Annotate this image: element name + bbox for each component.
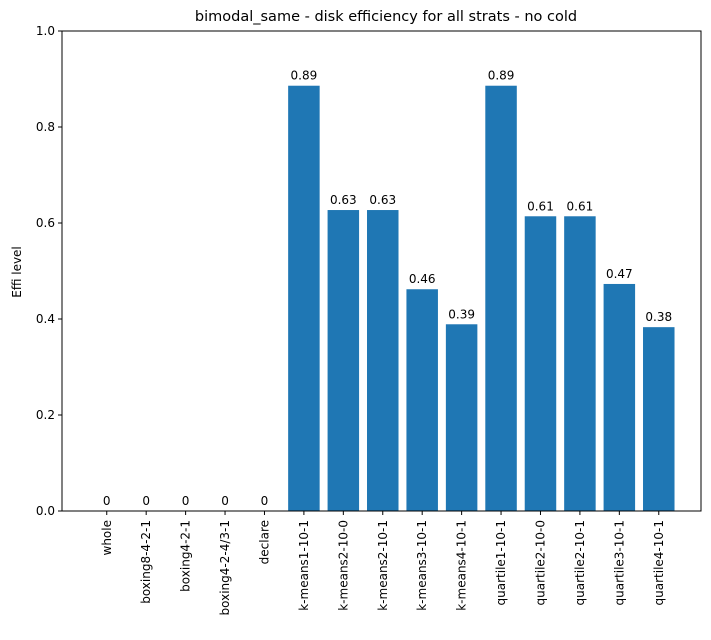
x-axis-ticks: whole boxing8-4-2-1 boxing4-2-1 boxing4-2-4… <box>100 511 666 615</box>
bar-9 <box>445 324 478 511</box>
x-tick-label: boxing4-2-4/3-1 <box>218 520 232 615</box>
y-axis-label: Effi level <box>10 246 24 298</box>
y-axis-ticks: 0.0 0.2 0.4 0.6 0.8 1.0 <box>36 24 62 518</box>
bar-value-label: 0.39 <box>448 307 475 321</box>
bar-value-label: 0 <box>103 494 111 508</box>
bar-value-label: 0.46 <box>409 272 436 286</box>
bar-12 <box>564 216 596 511</box>
bar-7 <box>367 210 399 512</box>
y-tick-label: 1.0 <box>36 24 55 38</box>
x-tick-label: boxing4-2-1 <box>179 520 193 592</box>
bar-value-label: 0.63 <box>369 193 396 207</box>
x-tick-label: k-means3-10-1 <box>415 520 429 611</box>
chart-title: bimodal_same - disk efficiency for all s… <box>195 9 577 25</box>
x-tick-label: quartile2-10-0 <box>533 520 547 605</box>
plot-frame <box>61 30 702 512</box>
x-tick-label: boxing8-4-2-1 <box>139 520 153 604</box>
bar-value-label: 0.89 <box>291 69 318 83</box>
bar-value-label: 0 <box>182 494 190 508</box>
bars-group <box>288 85 675 512</box>
x-tick-label: k-means1-10-1 <box>297 520 311 611</box>
x-tick-label: quartile1-10-1 <box>494 520 508 605</box>
y-tick-label: 0.2 <box>36 408 55 422</box>
y-tick-label: 0.0 <box>36 504 55 518</box>
x-tick-label: quartile2-10-1 <box>573 520 587 605</box>
x-tick-label: k-means4-10-1 <box>455 520 469 611</box>
bar-value-label: 0.38 <box>645 310 672 324</box>
bar-5 <box>288 85 320 511</box>
bar-14 <box>643 327 675 511</box>
y-tick-label: 0.6 <box>36 216 55 230</box>
bar-value-label: 0.47 <box>606 267 633 281</box>
bar-labels-group: 0 0 0 0 0 0.89 0.63 0.63 0.46 0.39 0.89 0.61 0.61 0.4… <box>103 69 672 508</box>
x-tick-label: declare <box>257 520 271 564</box>
bar-value-label: 0.63 <box>330 193 357 207</box>
bar-value-label: 0 <box>261 494 269 508</box>
x-tick-label: k-means2-10-1 <box>376 520 390 611</box>
bar-10 <box>485 85 517 511</box>
x-tick-label: whole <box>100 520 114 555</box>
x-tick-label: k-means2-10-0 <box>336 520 350 611</box>
bar-value-label: 0.61 <box>527 199 554 213</box>
bar-11 <box>524 216 557 511</box>
x-tick-label: quartile4-10-1 <box>652 520 666 605</box>
bar-6 <box>327 210 360 512</box>
bar-value-label: 0.61 <box>567 199 594 213</box>
y-tick-label: 0.8 <box>36 120 55 134</box>
bar-8 <box>406 289 438 511</box>
bar-value-label: 0 <box>221 494 229 508</box>
x-tick-label: quartile3-10-1 <box>612 520 626 605</box>
y-tick-label: 0.4 <box>36 312 55 326</box>
bar-value-label: 0 <box>142 494 150 508</box>
bar-13 <box>603 283 636 511</box>
bar-value-label: 0.89 <box>488 69 515 83</box>
